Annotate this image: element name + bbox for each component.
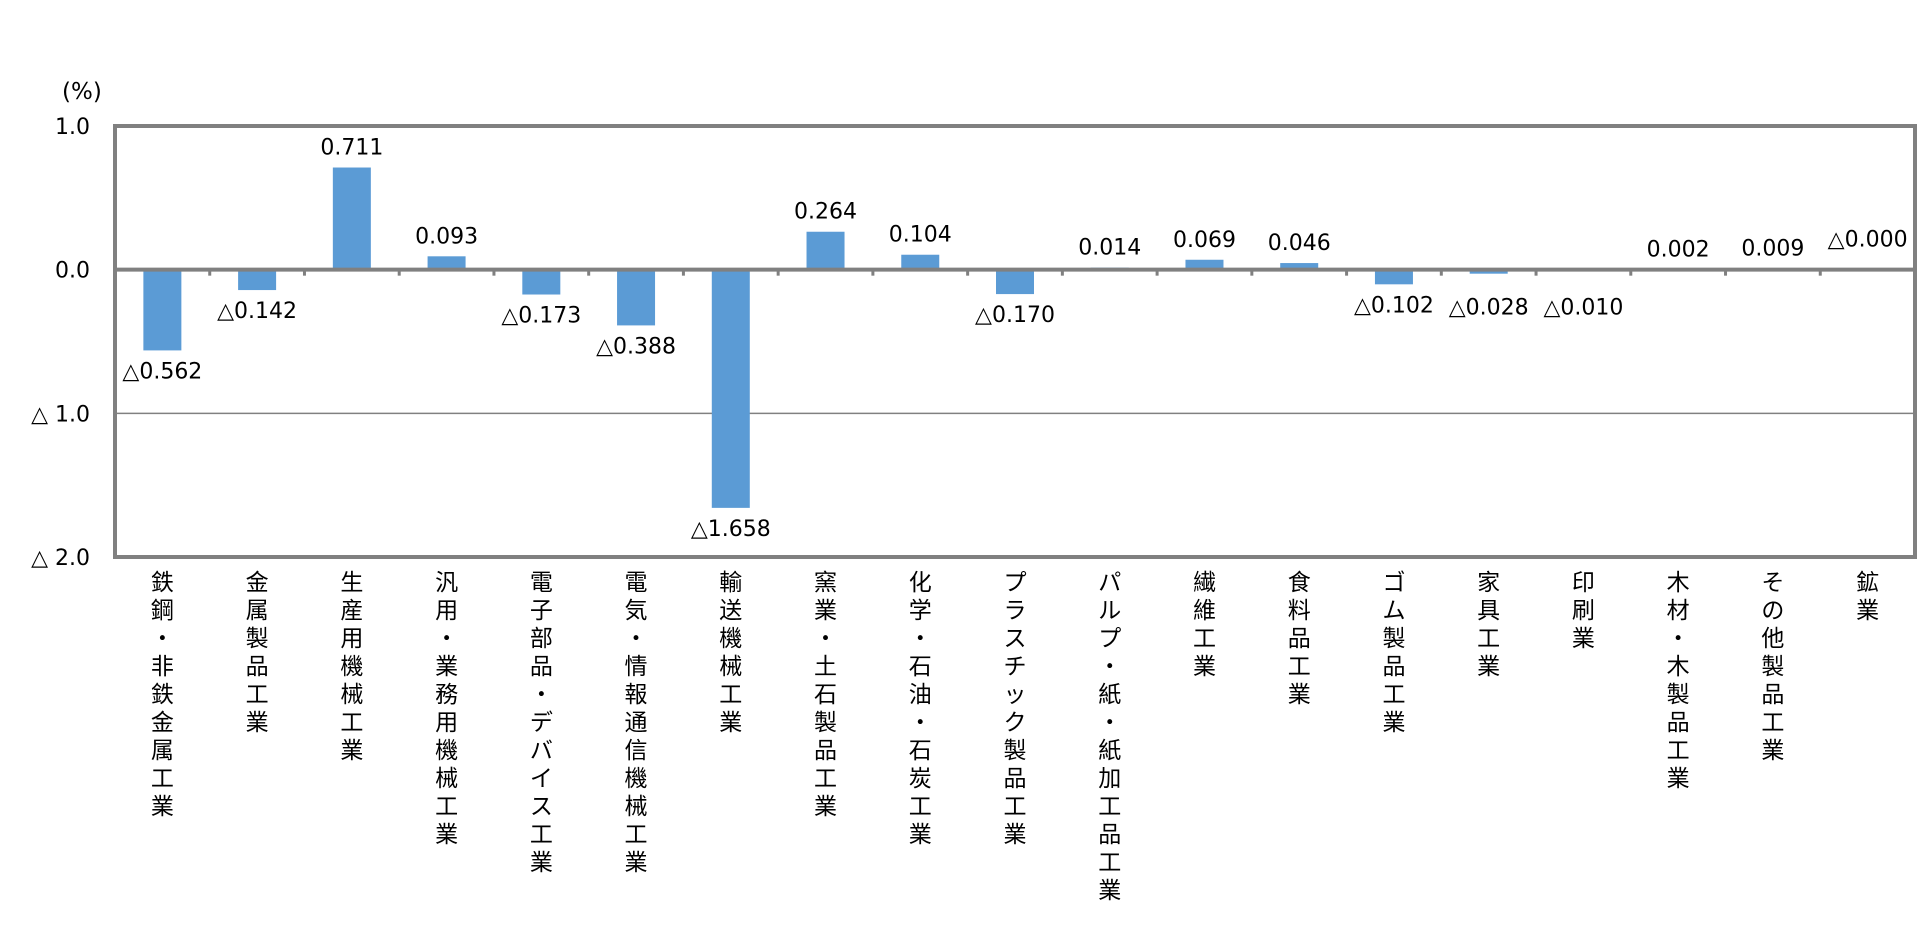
bar-1 (143, 269, 182, 351)
category-label-1: 鉄鋼・非鉄金属工業 (151, 570, 174, 820)
bar-6 (617, 269, 656, 326)
category-label-10: プラスチック製品工業 (1004, 570, 1027, 848)
category-label-7: 輸送機械工業 (719, 570, 742, 736)
data-label-11: 0.014 (1078, 236, 1141, 261)
plot-area-border (113, 124, 1917, 559)
y-tick-label: 0.0 (55, 259, 90, 284)
bar-7 (711, 269, 750, 508)
data-label-10: △0.170 (975, 303, 1055, 328)
bar-4 (427, 256, 466, 270)
category-label-9: 化学・石油・石炭工業 (909, 570, 932, 848)
category-label-15: 家具工業 (1477, 570, 1500, 680)
category-label-16: 印刷業 (1572, 570, 1595, 652)
bar-5 (522, 269, 561, 295)
data-label-3: 0.711 (320, 136, 383, 161)
category-label-8: 窯業・土石製品工業 (814, 570, 837, 820)
data-label-19: △0.000 (1828, 228, 1908, 253)
data-label-7: △1.658 (691, 517, 771, 542)
y-axis-unit-label: (%) (62, 79, 102, 105)
data-label-5: △0.173 (501, 304, 581, 329)
category-label-6: 電気・情報通信機械工業 (625, 570, 648, 876)
category-label-12: 繊維工業 (1193, 570, 1216, 680)
bar-3 (332, 167, 371, 270)
bar-9 (901, 254, 940, 270)
bar-10 (996, 269, 1034, 295)
bar-13 (1280, 263, 1319, 270)
category-label-11: パルプ・紙・紙加工品工業 (1098, 570, 1121, 904)
data-label-9: 0.104 (889, 223, 952, 248)
data-label-12: 0.069 (1173, 228, 1236, 253)
data-label-6: △0.388 (596, 334, 676, 359)
y-tick-label: △ 1.0 (31, 402, 90, 427)
bar-2 (238, 269, 277, 291)
category-label-3: 生産用機械工業 (340, 570, 363, 764)
data-label-4: 0.093 (415, 224, 478, 249)
category-label-14: ゴム製品工業 (1382, 570, 1405, 736)
category-label-17: 木材・木製品工業 (1667, 570, 1690, 792)
data-label-13: 0.046 (1268, 231, 1331, 256)
data-label-17: 0.002 (1647, 237, 1710, 262)
bar-12 (1185, 259, 1224, 270)
y-tick-label: 1.0 (55, 115, 90, 140)
category-label-2: 金属製品工業 (246, 570, 269, 736)
category-label-19: 鉱業 (1856, 570, 1879, 624)
data-label-8: 0.264 (794, 200, 857, 225)
y-tick-label: △ 2.0 (31, 546, 90, 571)
data-label-16: △0.010 (1543, 296, 1623, 321)
category-label-13: 食料品工業 (1288, 570, 1311, 708)
bar-15 (1469, 269, 1508, 274)
bar-14 (1374, 269, 1413, 285)
category-label-18: その他製品工業 (1761, 570, 1784, 764)
data-label-1: △0.562 (122, 359, 202, 384)
data-label-15: △0.028 (1449, 296, 1529, 321)
category-label-4: 汎用・業務用機械工業 (435, 570, 458, 848)
data-label-14: △0.102 (1354, 293, 1434, 318)
category-label-5: 電子部品・デバイス工業 (530, 570, 553, 876)
data-label-2: △0.142 (217, 299, 297, 324)
bar-8 (806, 231, 845, 270)
data-label-18: 0.009 (1741, 236, 1804, 261)
